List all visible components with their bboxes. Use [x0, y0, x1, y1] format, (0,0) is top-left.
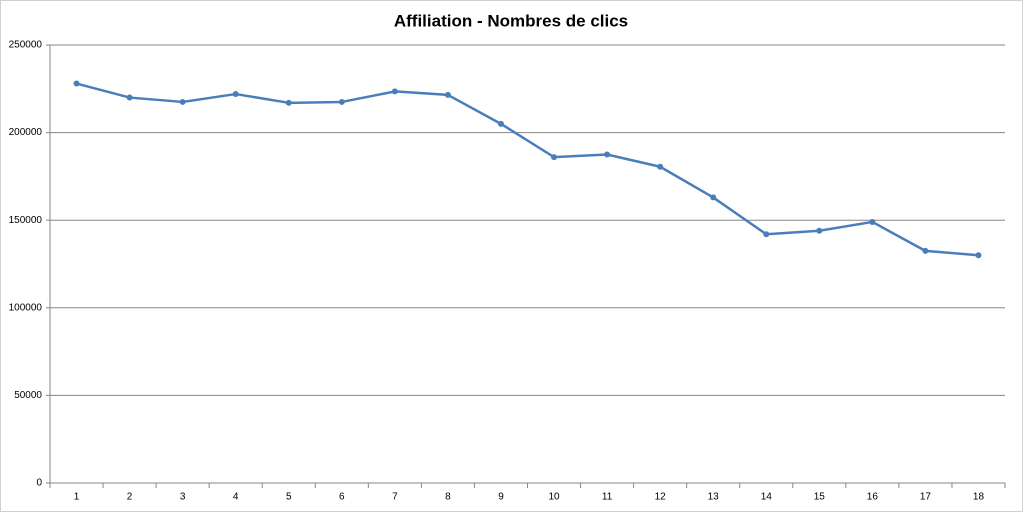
y-tick-label: 50000 — [14, 390, 42, 401]
data-point — [497, 120, 504, 127]
data-point — [922, 247, 929, 254]
x-tick-label: 18 — [973, 492, 985, 503]
x-tick-label: 1 — [74, 492, 80, 503]
x-tick-label: 11 — [602, 492, 613, 503]
data-point — [444, 91, 451, 98]
data-point — [763, 231, 770, 238]
data-point — [816, 227, 823, 234]
x-tick-label: 12 — [655, 492, 667, 503]
x-tick-label: 10 — [548, 492, 560, 503]
y-tick-label: 0 — [36, 478, 42, 489]
x-tick-label: 4 — [233, 492, 239, 503]
data-point — [126, 94, 133, 101]
data-point — [338, 98, 345, 105]
y-tick-label: 200000 — [9, 127, 43, 138]
x-tick-label: 9 — [498, 492, 504, 503]
data-point — [869, 218, 876, 225]
data-point — [391, 88, 398, 95]
data-line — [76, 82, 979, 257]
x-tick-label: 14 — [761, 492, 773, 503]
y-tick-label: 150000 — [9, 215, 43, 226]
data-point — [657, 163, 664, 170]
y-tick-label: 250000 — [9, 40, 43, 51]
data-point — [604, 151, 611, 158]
data-point — [710, 194, 717, 201]
chart-title: Affiliation - Nombres de clics — [394, 11, 628, 30]
x-tick-label: 6 — [339, 492, 345, 503]
x-tick-label: 2 — [127, 492, 133, 503]
data-point — [73, 80, 80, 87]
x-tick-label: 5 — [286, 492, 292, 503]
x-tick-label: 8 — [445, 492, 451, 503]
data-point — [975, 252, 982, 259]
x-tick-label: 7 — [392, 492, 398, 503]
y-tick-label: 100000 — [9, 302, 43, 313]
x-tick-label: 16 — [867, 492, 879, 503]
x-tick-label: 17 — [920, 492, 932, 503]
data-point — [179, 98, 186, 105]
x-tick-label: 15 — [814, 492, 826, 503]
data-point — [551, 154, 558, 161]
data-point — [232, 91, 239, 98]
data-point — [285, 99, 292, 106]
x-tick-label: 13 — [708, 492, 720, 503]
x-tick-label: 3 — [180, 492, 186, 503]
